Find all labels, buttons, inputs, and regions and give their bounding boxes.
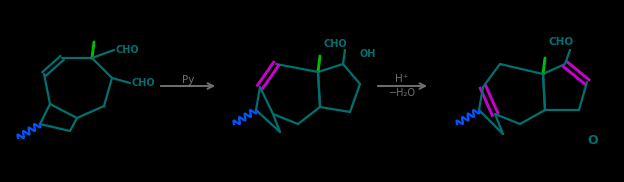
Text: CHO: CHO: [132, 78, 155, 88]
Text: O: O: [588, 134, 598, 147]
Text: H⁺: H⁺: [396, 74, 409, 84]
Text: Py: Py: [182, 75, 194, 85]
Text: CHO: CHO: [548, 37, 573, 47]
Text: CHO: CHO: [323, 39, 347, 49]
Text: CHO: CHO: [116, 45, 140, 55]
Text: −H₂O: −H₂O: [389, 88, 416, 98]
Text: OH: OH: [359, 49, 376, 59]
